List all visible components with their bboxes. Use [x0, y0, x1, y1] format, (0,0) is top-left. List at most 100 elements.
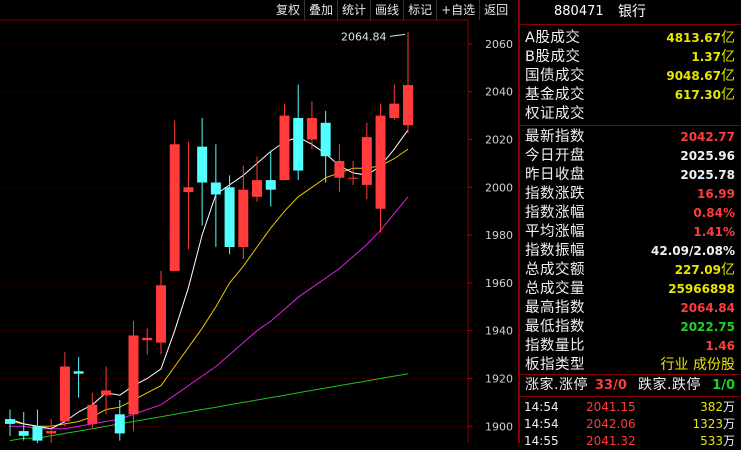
stat-label: 最新指数 [525, 129, 585, 145]
stat-value: 16.99 [697, 187, 735, 201]
turnover-row-bond: 国债成交 9048.67亿 [520, 67, 741, 86]
y-tick-label: 2060 [485, 38, 513, 51]
candle [320, 110, 331, 183]
overlay-button[interactable]: 叠加 [304, 0, 337, 20]
stat-value: 2025.96 [680, 149, 735, 163]
candle [73, 356, 84, 398]
turnover-label: 权证成交 [525, 106, 585, 122]
candle [142, 328, 153, 355]
stat-label: 今日开盘 [525, 148, 585, 164]
stat-value: 227.09亿 [674, 262, 735, 278]
turnover-label: 基金成交 [525, 87, 585, 103]
candles [5, 32, 413, 443]
candle [5, 409, 15, 436]
tick-volume: 382万 [700, 400, 735, 414]
candle [375, 103, 386, 233]
draw-line-button[interactable]: 画线 [370, 0, 403, 20]
restore-rights-button[interactable]: 复权 [276, 3, 301, 17]
stat-row: 板指类型 行业 成份股 [520, 356, 741, 375]
candle-body [5, 419, 15, 424]
stat-label: 指数振幅 [525, 243, 585, 259]
stat-row: 昨日收盘 2025.78 [520, 166, 741, 185]
index-name: 银行 [618, 4, 646, 20]
stat-row: 今日开盘 2025.96 [520, 147, 741, 166]
stat-row: 总成交量 25966898 [520, 280, 741, 299]
statistics-button[interactable]: 统计 [337, 0, 370, 20]
divider-line [520, 396, 741, 397]
stat-label: 指数量比 [525, 338, 585, 354]
stat-value: 1.46 [705, 339, 735, 353]
add-watchlist-button[interactable]: +自选 [436, 0, 479, 20]
stat-label: 昨日收盘 [525, 167, 585, 183]
candle [32, 409, 43, 443]
ma20-line [10, 196, 409, 430]
stat-value: 2025.78 [680, 168, 735, 182]
y-tick-label: 1920 [485, 372, 513, 385]
turnover-label: A股成交 [525, 30, 581, 46]
candle [18, 411, 29, 441]
candle-body [210, 182, 221, 195]
candle-body [128, 335, 139, 415]
price-axis: 2060 2040 2020 2000 1980 1960 1940 1920 1900 [468, 38, 513, 433]
price-grid [0, 19, 469, 443]
tick-row: 14:54 2041.15 382万 [520, 399, 741, 416]
quote-panel: 880471 银行 A股成交 4813.67亿 B股成交 1.37亿 国债成交 … [520, 0, 741, 448]
stat-value: 1.41% [693, 225, 735, 239]
stat-value: 2064.84 [680, 301, 735, 315]
candle-body [293, 117, 304, 171]
tick-time: 14:54 [524, 417, 559, 431]
candle-body [320, 122, 331, 157]
mark-button[interactable]: 标记 [403, 0, 436, 20]
stat-value: 42.09/2.08% [651, 244, 735, 258]
turnover-row-b: B股成交 1.37亿 [520, 48, 741, 67]
chart-toolbar: 复权 叠加 统计 画线 标记 +自选 返回 [272, 0, 518, 20]
candle-body [403, 85, 413, 126]
y-tick-label: 2000 [485, 181, 513, 194]
fall-count-label: 跌家.跌停 [638, 377, 701, 393]
stat-label: 板指类型 [525, 357, 585, 373]
turnover-row-a: A股成交 4813.67亿 [520, 29, 741, 48]
candle-body [59, 366, 70, 422]
stat-value: 2042.77 [680, 130, 735, 144]
candle [389, 84, 400, 121]
tick-price: 2041.15 [586, 400, 636, 414]
candle-body [114, 414, 125, 434]
candle-body [32, 426, 43, 441]
candle [306, 101, 317, 150]
y-tick-label: 1900 [485, 420, 513, 433]
divider-line [520, 374, 741, 375]
candle [238, 165, 249, 259]
stat-value: 25966898 [668, 282, 735, 296]
candle-body [87, 404, 98, 424]
candle [114, 399, 125, 441]
tick-row: 14:55 2041.32 533万 [520, 433, 741, 450]
candle [101, 366, 112, 415]
candle-body [252, 180, 263, 197]
candle-body [73, 371, 84, 374]
back-button[interactable]: 返回 [479, 0, 512, 20]
stat-row: 指数振幅 42.09/2.08% [520, 242, 741, 261]
stat-row: 平均涨幅 1.41% [520, 223, 741, 242]
stat-label: 指数涨幅 [525, 205, 585, 221]
candle [46, 419, 57, 443]
candle-body [389, 103, 400, 118]
stat-value: 行业 成份股 [660, 357, 735, 373]
candle [183, 141, 194, 250]
divider-line [520, 125, 741, 126]
stat-value: 0.84% [693, 206, 735, 220]
turnover-value: 9048.67亿 [666, 68, 735, 84]
fall-count-value: 1/0 [712, 378, 735, 393]
candlestick-chart[interactable]: 2060 2040 2020 2000 1980 1960 1940 1920 1900 206… [0, 0, 519, 443]
candle-body [224, 187, 235, 248]
candle [403, 32, 413, 133]
stat-label: 总成交额 [525, 262, 585, 278]
rise-count-label: 涨家.涨停 [525, 377, 588, 393]
turnover-value: 4813.67亿 [666, 30, 735, 46]
tick-price: 2042.06 [586, 417, 636, 431]
ma60-line [9, 373, 409, 442]
candle-body [101, 390, 112, 396]
candle [265, 151, 276, 207]
candle-body [375, 115, 386, 209]
stat-row: 指数量比 1.46 [520, 337, 741, 356]
candle [252, 156, 263, 202]
